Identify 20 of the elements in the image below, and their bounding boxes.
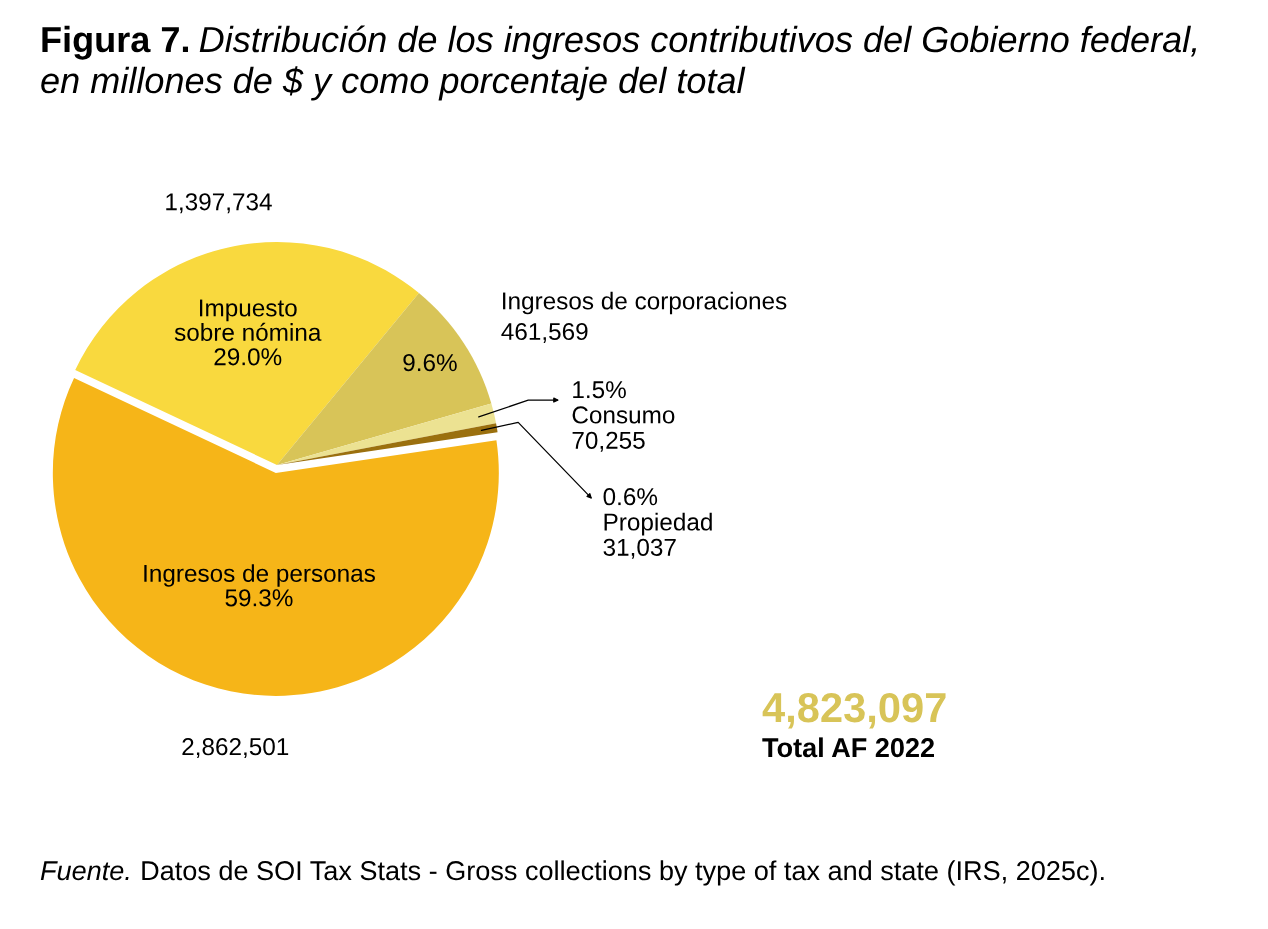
chart-title: Figura 7.	[42, 25, 189, 60]
data-label: 461,569	[501, 322, 588, 343]
slice-label: Propiedad	[604, 512, 712, 536]
text: Datos de SOI Tax Stats - Gross collections by type of tax and state (IRS, 2025c).	[142, 860, 1104, 886]
data-label: 31,037	[603, 538, 676, 559]
text: 1.5%	[573, 381, 626, 399]
text: 9.6%	[403, 354, 457, 372]
text: 59.3%	[225, 589, 293, 607]
slice-label: Ingresos de personas	[144, 564, 375, 587]
slice-label: Impuesto sobre nómina	[174, 299, 322, 341]
text: Total AF 2022	[762, 737, 934, 758]
text: 4,823,097	[762, 692, 946, 729]
slice-label: Consumo	[572, 406, 675, 424]
text: 0.6%	[603, 488, 658, 506]
data-label: 1,397,734	[166, 193, 272, 214]
source-note: Fuente.	[40, 861, 129, 881]
slice-label: Ingresos de corporaciones	[503, 291, 787, 315]
data-label: 70,255	[572, 431, 645, 452]
text: 29.0%	[214, 348, 282, 366]
data-label: 2,862,501	[182, 738, 289, 759]
